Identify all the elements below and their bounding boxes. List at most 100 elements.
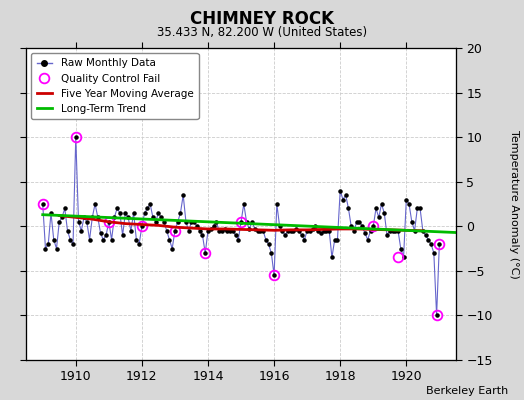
- Point: [405, 201, 413, 207]
- Point: [204, 228, 212, 234]
- Point: [121, 210, 129, 216]
- Point: [184, 228, 193, 234]
- Point: [424, 236, 432, 243]
- Point: [427, 241, 435, 247]
- Point: [69, 241, 77, 247]
- Point: [63, 228, 72, 234]
- Point: [127, 228, 135, 234]
- Point: [209, 223, 217, 230]
- Point: [254, 228, 262, 234]
- Point: [380, 210, 388, 216]
- Point: [105, 219, 113, 225]
- Point: [416, 205, 424, 212]
- Point: [61, 205, 69, 212]
- Point: [140, 210, 149, 216]
- Point: [47, 210, 55, 216]
- Point: [74, 219, 83, 225]
- Point: [430, 250, 438, 256]
- Point: [143, 205, 151, 212]
- Point: [353, 219, 361, 225]
- Point: [388, 228, 397, 234]
- Point: [217, 228, 226, 234]
- Point: [272, 201, 281, 207]
- Point: [292, 226, 300, 232]
- Point: [391, 228, 399, 234]
- Point: [52, 245, 61, 252]
- Point: [432, 312, 441, 319]
- Point: [146, 201, 155, 207]
- Point: [369, 223, 377, 230]
- Point: [198, 232, 206, 238]
- Point: [118, 232, 127, 238]
- Legend: Raw Monthly Data, Quality Control Fail, Five Year Moving Average, Long-Term Tren: Raw Monthly Data, Quality Control Fail, …: [31, 53, 199, 119]
- Point: [77, 228, 85, 234]
- Point: [39, 201, 47, 207]
- Point: [110, 214, 118, 220]
- Point: [237, 219, 245, 225]
- Point: [397, 245, 405, 252]
- Point: [305, 228, 314, 234]
- Point: [195, 228, 204, 234]
- Point: [399, 254, 408, 261]
- Point: [377, 201, 386, 207]
- Point: [300, 236, 309, 243]
- Text: CHIMNEY ROCK: CHIMNEY ROCK: [190, 10, 334, 28]
- Point: [94, 214, 102, 220]
- Point: [165, 236, 173, 243]
- Point: [179, 192, 188, 198]
- Point: [421, 232, 430, 238]
- Point: [309, 226, 317, 232]
- Point: [173, 219, 182, 225]
- Point: [55, 219, 63, 225]
- Point: [234, 236, 243, 243]
- Point: [171, 228, 179, 234]
- Point: [162, 228, 171, 234]
- Point: [355, 219, 364, 225]
- Point: [41, 245, 50, 252]
- Point: [176, 210, 184, 216]
- Point: [298, 232, 306, 238]
- Point: [303, 228, 311, 234]
- Point: [410, 228, 419, 234]
- Point: [58, 214, 66, 220]
- Text: Berkeley Earth: Berkeley Earth: [426, 386, 508, 396]
- Point: [259, 228, 267, 234]
- Point: [228, 228, 237, 234]
- Point: [419, 228, 427, 234]
- Point: [231, 232, 239, 238]
- Point: [157, 214, 166, 220]
- Point: [250, 226, 259, 232]
- Y-axis label: Temperature Anomaly (°C): Temperature Anomaly (°C): [509, 130, 519, 278]
- Point: [261, 236, 270, 243]
- Point: [294, 228, 303, 234]
- Point: [107, 236, 116, 243]
- Point: [347, 223, 355, 230]
- Text: 35.433 N, 82.200 W (United States): 35.433 N, 82.200 W (United States): [157, 26, 367, 39]
- Point: [206, 226, 215, 232]
- Point: [243, 219, 251, 225]
- Point: [124, 214, 132, 220]
- Point: [325, 228, 333, 234]
- Point: [311, 223, 320, 230]
- Point: [339, 196, 347, 203]
- Point: [215, 228, 223, 234]
- Point: [402, 196, 410, 203]
- Point: [72, 134, 80, 140]
- Point: [366, 228, 375, 234]
- Point: [201, 250, 210, 256]
- Point: [138, 223, 146, 230]
- Point: [270, 272, 278, 278]
- Point: [358, 223, 366, 230]
- Point: [99, 236, 107, 243]
- Point: [187, 219, 195, 225]
- Point: [386, 228, 394, 234]
- Point: [83, 219, 91, 225]
- Point: [91, 201, 99, 207]
- Point: [278, 228, 287, 234]
- Point: [372, 205, 380, 212]
- Point: [116, 210, 124, 216]
- Point: [80, 214, 88, 220]
- Point: [408, 219, 416, 225]
- Point: [383, 232, 391, 238]
- Point: [289, 228, 298, 234]
